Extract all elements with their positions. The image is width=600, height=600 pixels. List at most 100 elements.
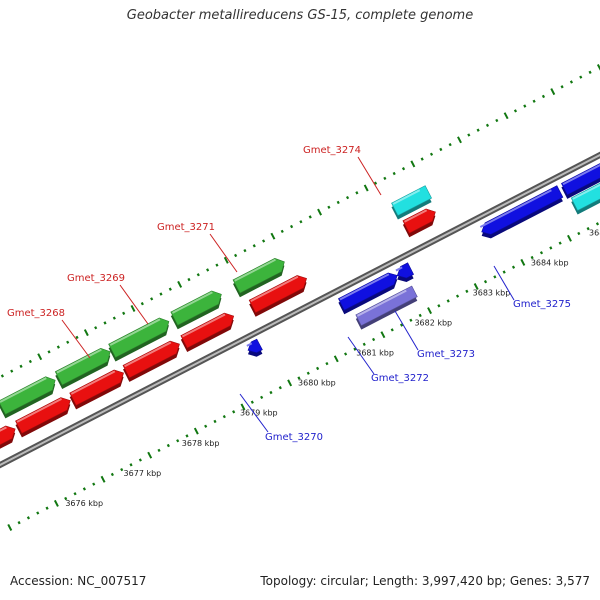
- outer-track-tick: [579, 75, 583, 79]
- gene-red-6-highlight: [250, 275, 299, 303]
- gene-red-4[interactable]: [122, 340, 180, 382]
- accession-text: Accession: NC_007517: [10, 574, 147, 588]
- gene-label-text: Gmet_3271: [157, 222, 215, 233]
- gene-gmet-3273[interactable]: [395, 262, 415, 282]
- leader-line: [209, 233, 238, 273]
- outer-track-tick: [485, 123, 490, 127]
- gene-label-gmet-3269[interactable]: Gmet_3269: [67, 273, 149, 325]
- gene-label-gmet-3275[interactable]: Gmet_3275: [493, 265, 571, 310]
- gene-label-gmet-3270[interactable]: Gmet_3270: [239, 393, 323, 443]
- outer-track-tick: [130, 305, 136, 312]
- gene-gmet-3274-red[interactable]: [402, 208, 436, 238]
- inner-track-tick: [502, 270, 506, 274]
- outer-track-tick: [243, 248, 247, 253]
- outer-track-tick: [196, 273, 200, 277]
- outer-track-tick: [420, 157, 424, 161]
- gene-blue-1-body: [337, 272, 398, 311]
- gene-blue-1[interactable]: [337, 272, 398, 315]
- inner-track-tick: [26, 516, 31, 520]
- inner-track-tick: [260, 395, 264, 400]
- inner-track-tick: [427, 307, 433, 315]
- gene-label-text: Gmet_3268: [7, 308, 65, 319]
- gene-label-gmet-3274[interactable]: Gmet_3274: [303, 145, 382, 196]
- gene-gmet-3269[interactable]: [170, 290, 222, 330]
- outer-track-tick: [363, 184, 369, 192]
- leader-line: [119, 284, 149, 325]
- genome-title: Geobacter metallireducens GS-15, complet…: [126, 8, 474, 23]
- inner-track-tick: [437, 304, 441, 308]
- inner-track-tick: [100, 475, 106, 483]
- gene-green-2-body: [0, 376, 56, 415]
- outer-track-tick: [299, 220, 303, 224]
- outer-track-tick: [513, 109, 518, 113]
- gene-blue-1-highlight: [339, 273, 390, 301]
- inner-track-tick: [325, 361, 329, 366]
- inner-track-tick: [380, 331, 386, 339]
- gene-labels[interactable]: Gmet_3268 Gmet_3269 Gmet_3271 Gmet_3274 Gmet…: [7, 145, 571, 443]
- gene-gmet-3275-blue-body: [560, 163, 600, 196]
- inner-track-tick: [577, 231, 581, 236]
- gene-label-gmet-3272[interactable]: Gmet_3272: [347, 336, 429, 384]
- inner-track-tick: [595, 222, 600, 226]
- gene-blue-2[interactable]: [479, 185, 564, 239]
- inner-track-tick: [176, 439, 180, 443]
- gene-red-2-highlight: [16, 397, 62, 423]
- outer-track-tick: [206, 268, 210, 272]
- outer-track-tick: [523, 104, 527, 108]
- gene-red-6[interactable]: [248, 275, 307, 317]
- inner-track-tick: [240, 403, 246, 411]
- gene-gmet-3272[interactable]: [355, 285, 418, 330]
- outer-track-tick: [495, 118, 499, 123]
- outer-track-tick: [37, 353, 43, 361]
- gene-gmet-3271[interactable]: [232, 257, 285, 298]
- gene-red-1[interactable]: [0, 425, 16, 467]
- outer-track-tick: [103, 321, 107, 325]
- gene-gmet-3273-body: [396, 262, 415, 279]
- gene-label-gmet-3273[interactable]: Gmet_3273: [394, 310, 475, 360]
- outer-track-tick: [308, 215, 312, 219]
- inner-track-tick: [222, 414, 226, 419]
- outer-track-tick: [150, 297, 154, 301]
- gene-gmet-3274[interactable]: [391, 185, 433, 220]
- gene-gmet-3275-cyan[interactable]: [570, 152, 600, 215]
- gene-gmet-3274-highlight: [392, 189, 421, 205]
- backbone-line-highlight: [0, 153, 600, 467]
- inner-track-tick: [92, 482, 96, 486]
- tick-label: 3683 kbp: [473, 289, 511, 298]
- outer-track-tick: [10, 369, 14, 373]
- gene-red-5[interactable]: [180, 312, 235, 352]
- tick-label: 3677 kbp: [124, 469, 162, 478]
- gene-gmet-3269-highlight: [171, 291, 213, 314]
- gene-green-2[interactable]: [0, 376, 56, 419]
- gene-gmet-3270-body: [247, 338, 263, 354]
- gene-label-gmet-3271[interactable]: Gmet_3271: [157, 222, 238, 273]
- gene-gmet-3275-blue[interactable]: [560, 140, 600, 199]
- outer-track-tick: [327, 205, 331, 209]
- inner-track-tick: [193, 427, 199, 435]
- inner-track-tick: [269, 390, 273, 395]
- gene-green-3[interactable]: [54, 347, 111, 389]
- outer-track-tick: [28, 359, 32, 364]
- inner-track-tick: [110, 472, 114, 477]
- gene-red-3[interactable]: [69, 369, 124, 410]
- gene-red-2[interactable]: [15, 397, 71, 438]
- tick-label: 3680 kbp: [298, 379, 336, 388]
- inner-track-tick: [120, 467, 124, 472]
- inner-track-tick: [539, 251, 544, 255]
- gene-gmet-3268-body: [108, 317, 170, 358]
- gene-label-text: Gmet_3272: [371, 373, 429, 384]
- outer-track-tick: [159, 292, 163, 296]
- gene-label-text: Gmet_3273: [417, 349, 475, 360]
- gene-features[interactable]: [0, 140, 600, 467]
- inner-track-tick: [473, 283, 479, 290]
- gene-gmet-3268[interactable]: [108, 317, 170, 362]
- outer-track-tick: [503, 112, 509, 120]
- gene-label-gmet-3268[interactable]: Gmet_3268: [7, 308, 91, 359]
- outer-track-tick: [476, 128, 480, 132]
- inner-track-tick: [493, 275, 497, 279]
- gene-gmet-3270[interactable]: [246, 338, 263, 357]
- tick-label: 3676 kbp: [65, 499, 103, 508]
- tick-labels: 3676 kbp 3677 kbp 3678 kbp 3679 kbp 3680 kbp…: [65, 228, 600, 508]
- gene-gmet-3269-body: [170, 290, 222, 326]
